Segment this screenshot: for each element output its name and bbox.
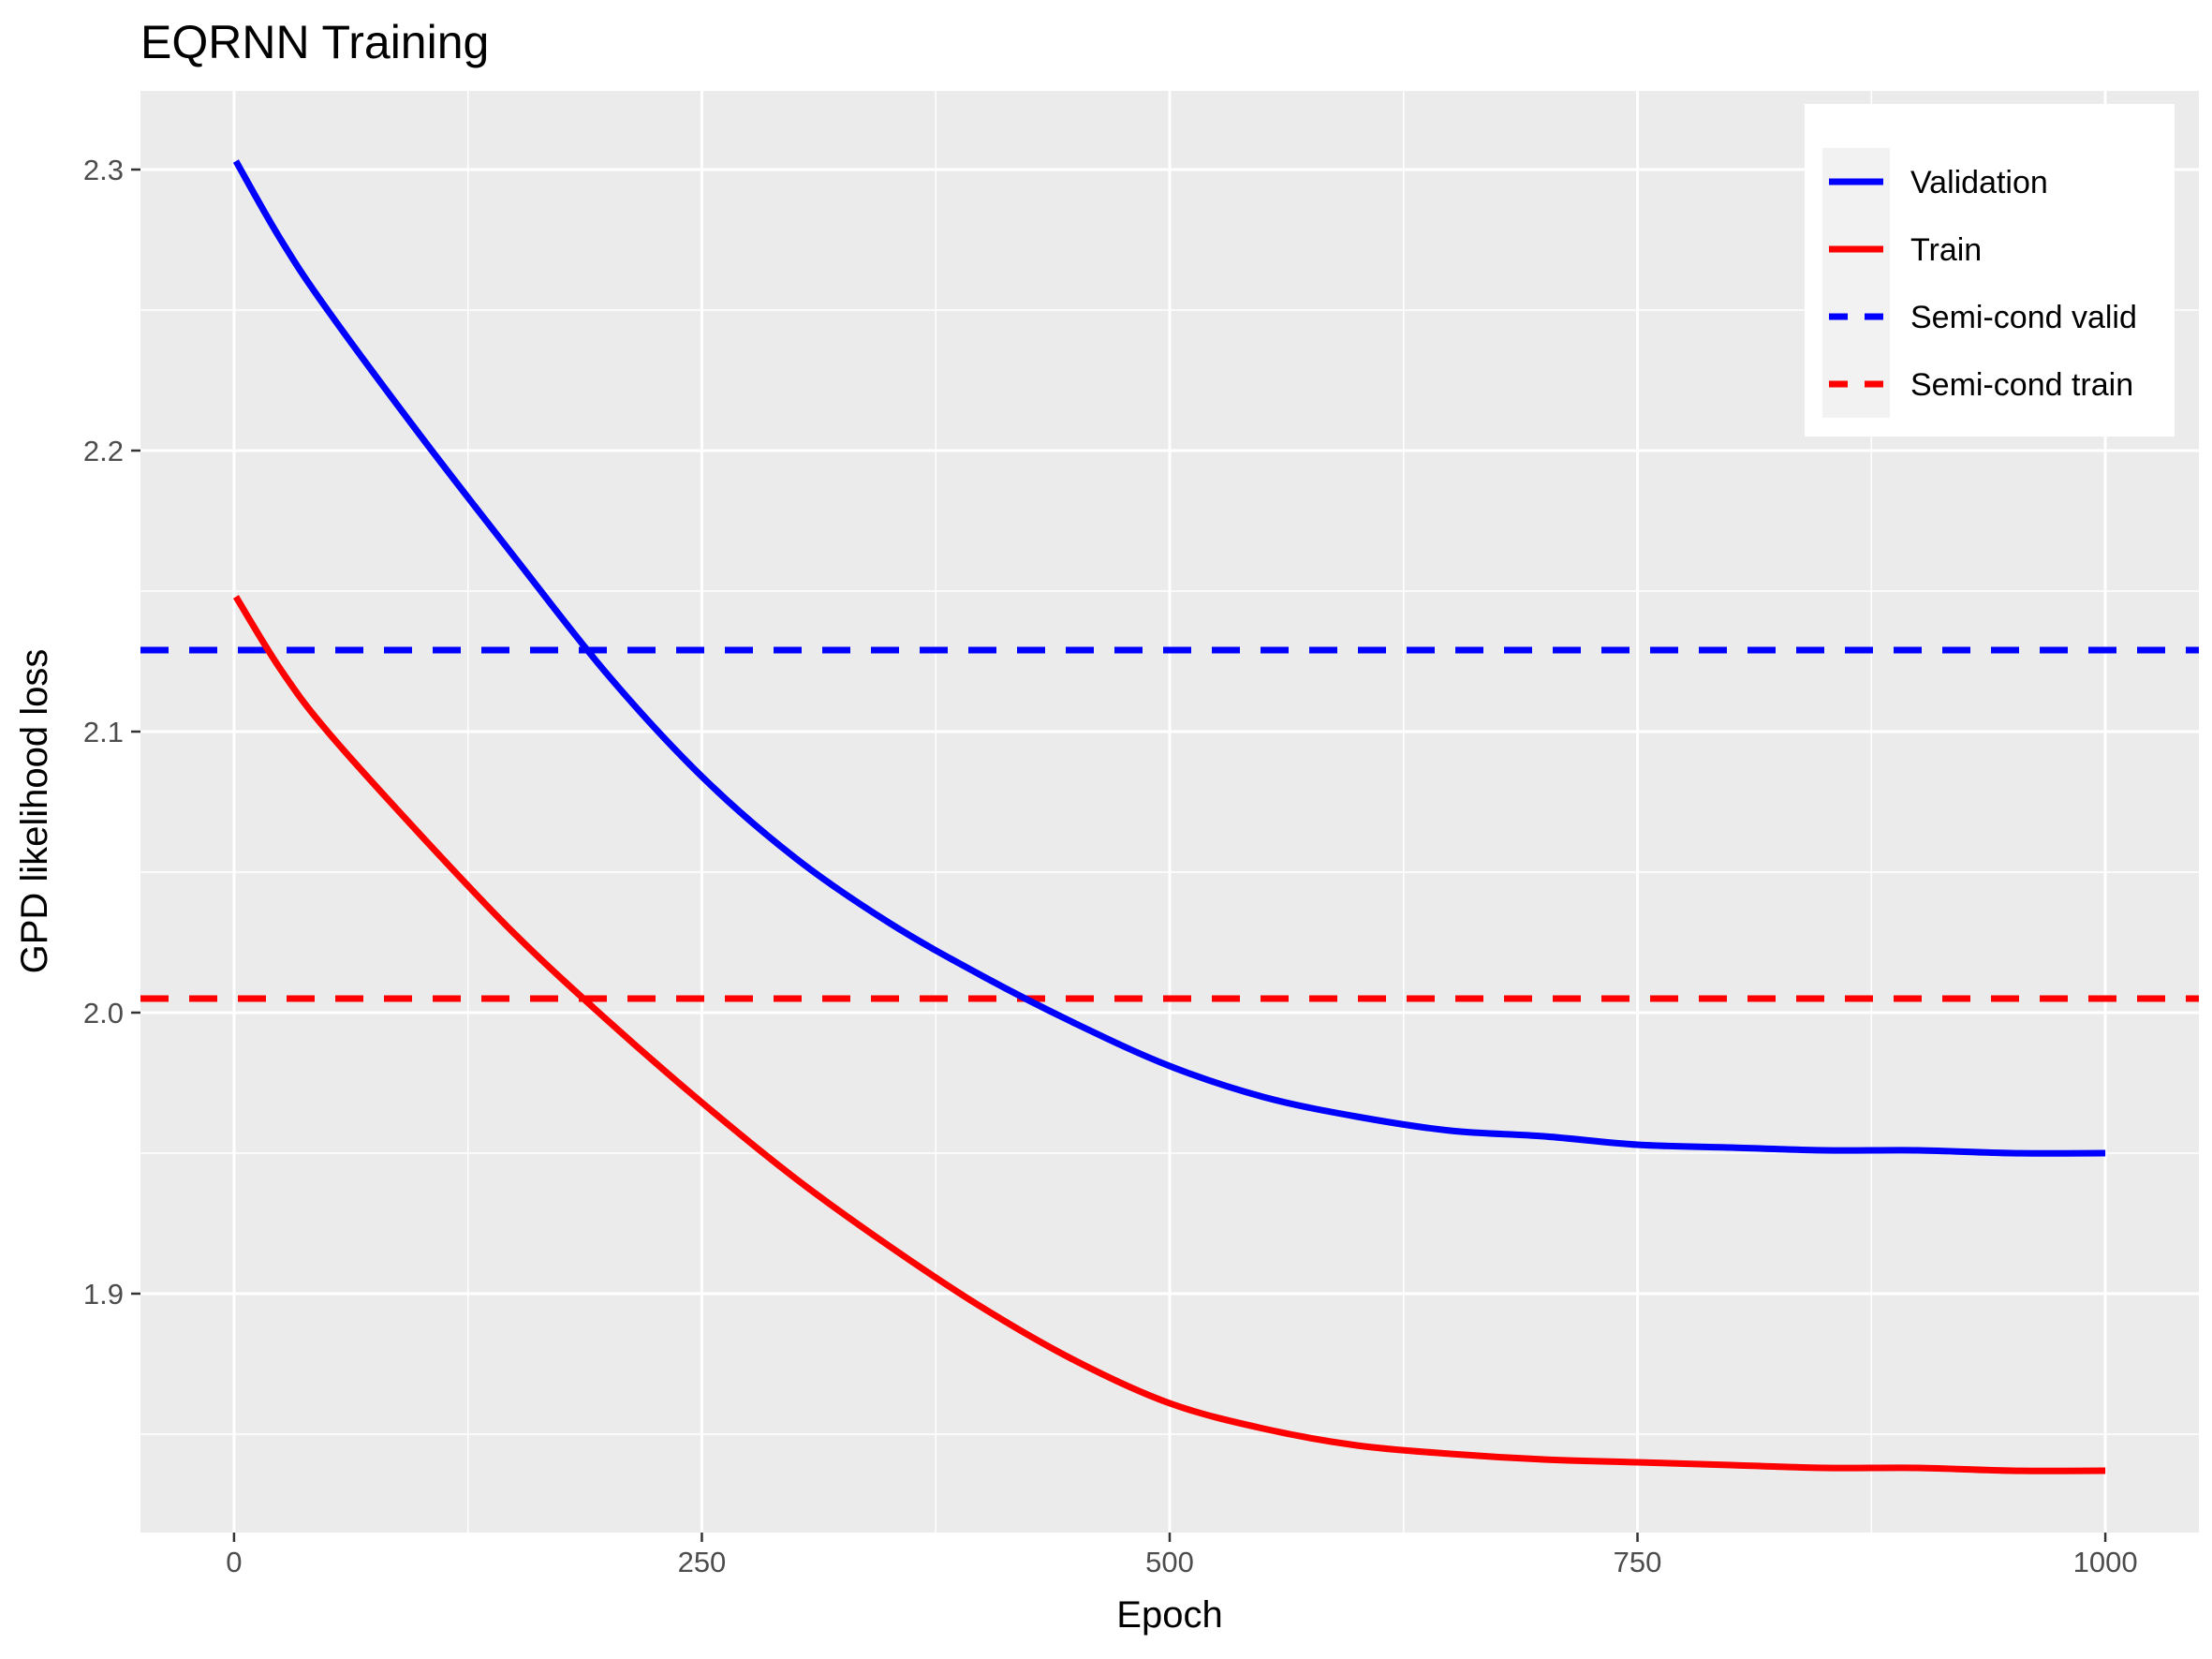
y-axis-title: GPD likelihood loss [14, 649, 55, 974]
legend-label-train: Train [1910, 232, 1982, 268]
legend-label-semi-cond-train: Semi-cond train [1910, 367, 2133, 403]
y-tick-label: 2.2 [83, 435, 124, 467]
series-train-line [232, 595, 2106, 1474]
legend-label-validation: Validation [1910, 165, 2048, 200]
y-tick-label: 2.0 [83, 997, 124, 1029]
x-tick-label: 750 [1614, 1546, 1662, 1578]
y-tick-label: 2.1 [83, 716, 124, 748]
x-axis-title: Epoch [1116, 1594, 1222, 1636]
series-validation-line [232, 159, 2106, 1157]
legend-label-semi-cond-valid: Semi-cond valid [1910, 300, 2137, 335]
axis-ticks [131, 168, 2107, 1542]
y-tick-label: 2.3 [83, 154, 124, 186]
tick-labels: 0 250 500 750 1000 1.9 2.0 2.1 2.2 2.3 [83, 154, 2138, 1578]
x-tick-label: 500 [1145, 1546, 1194, 1578]
chart-title: EQRNN Training [140, 16, 489, 68]
x-tick-label: 250 [678, 1546, 727, 1578]
legend-key-background [1822, 148, 1890, 418]
legend: Validation Train Semi-cond valid Semi-cond … [1805, 104, 2175, 437]
y-tick-label: 1.9 [83, 1278, 124, 1311]
series-layer [140, 159, 2199, 1474]
x-tick-label: 1000 [2073, 1546, 2138, 1578]
x-tick-label: 0 [226, 1546, 242, 1578]
